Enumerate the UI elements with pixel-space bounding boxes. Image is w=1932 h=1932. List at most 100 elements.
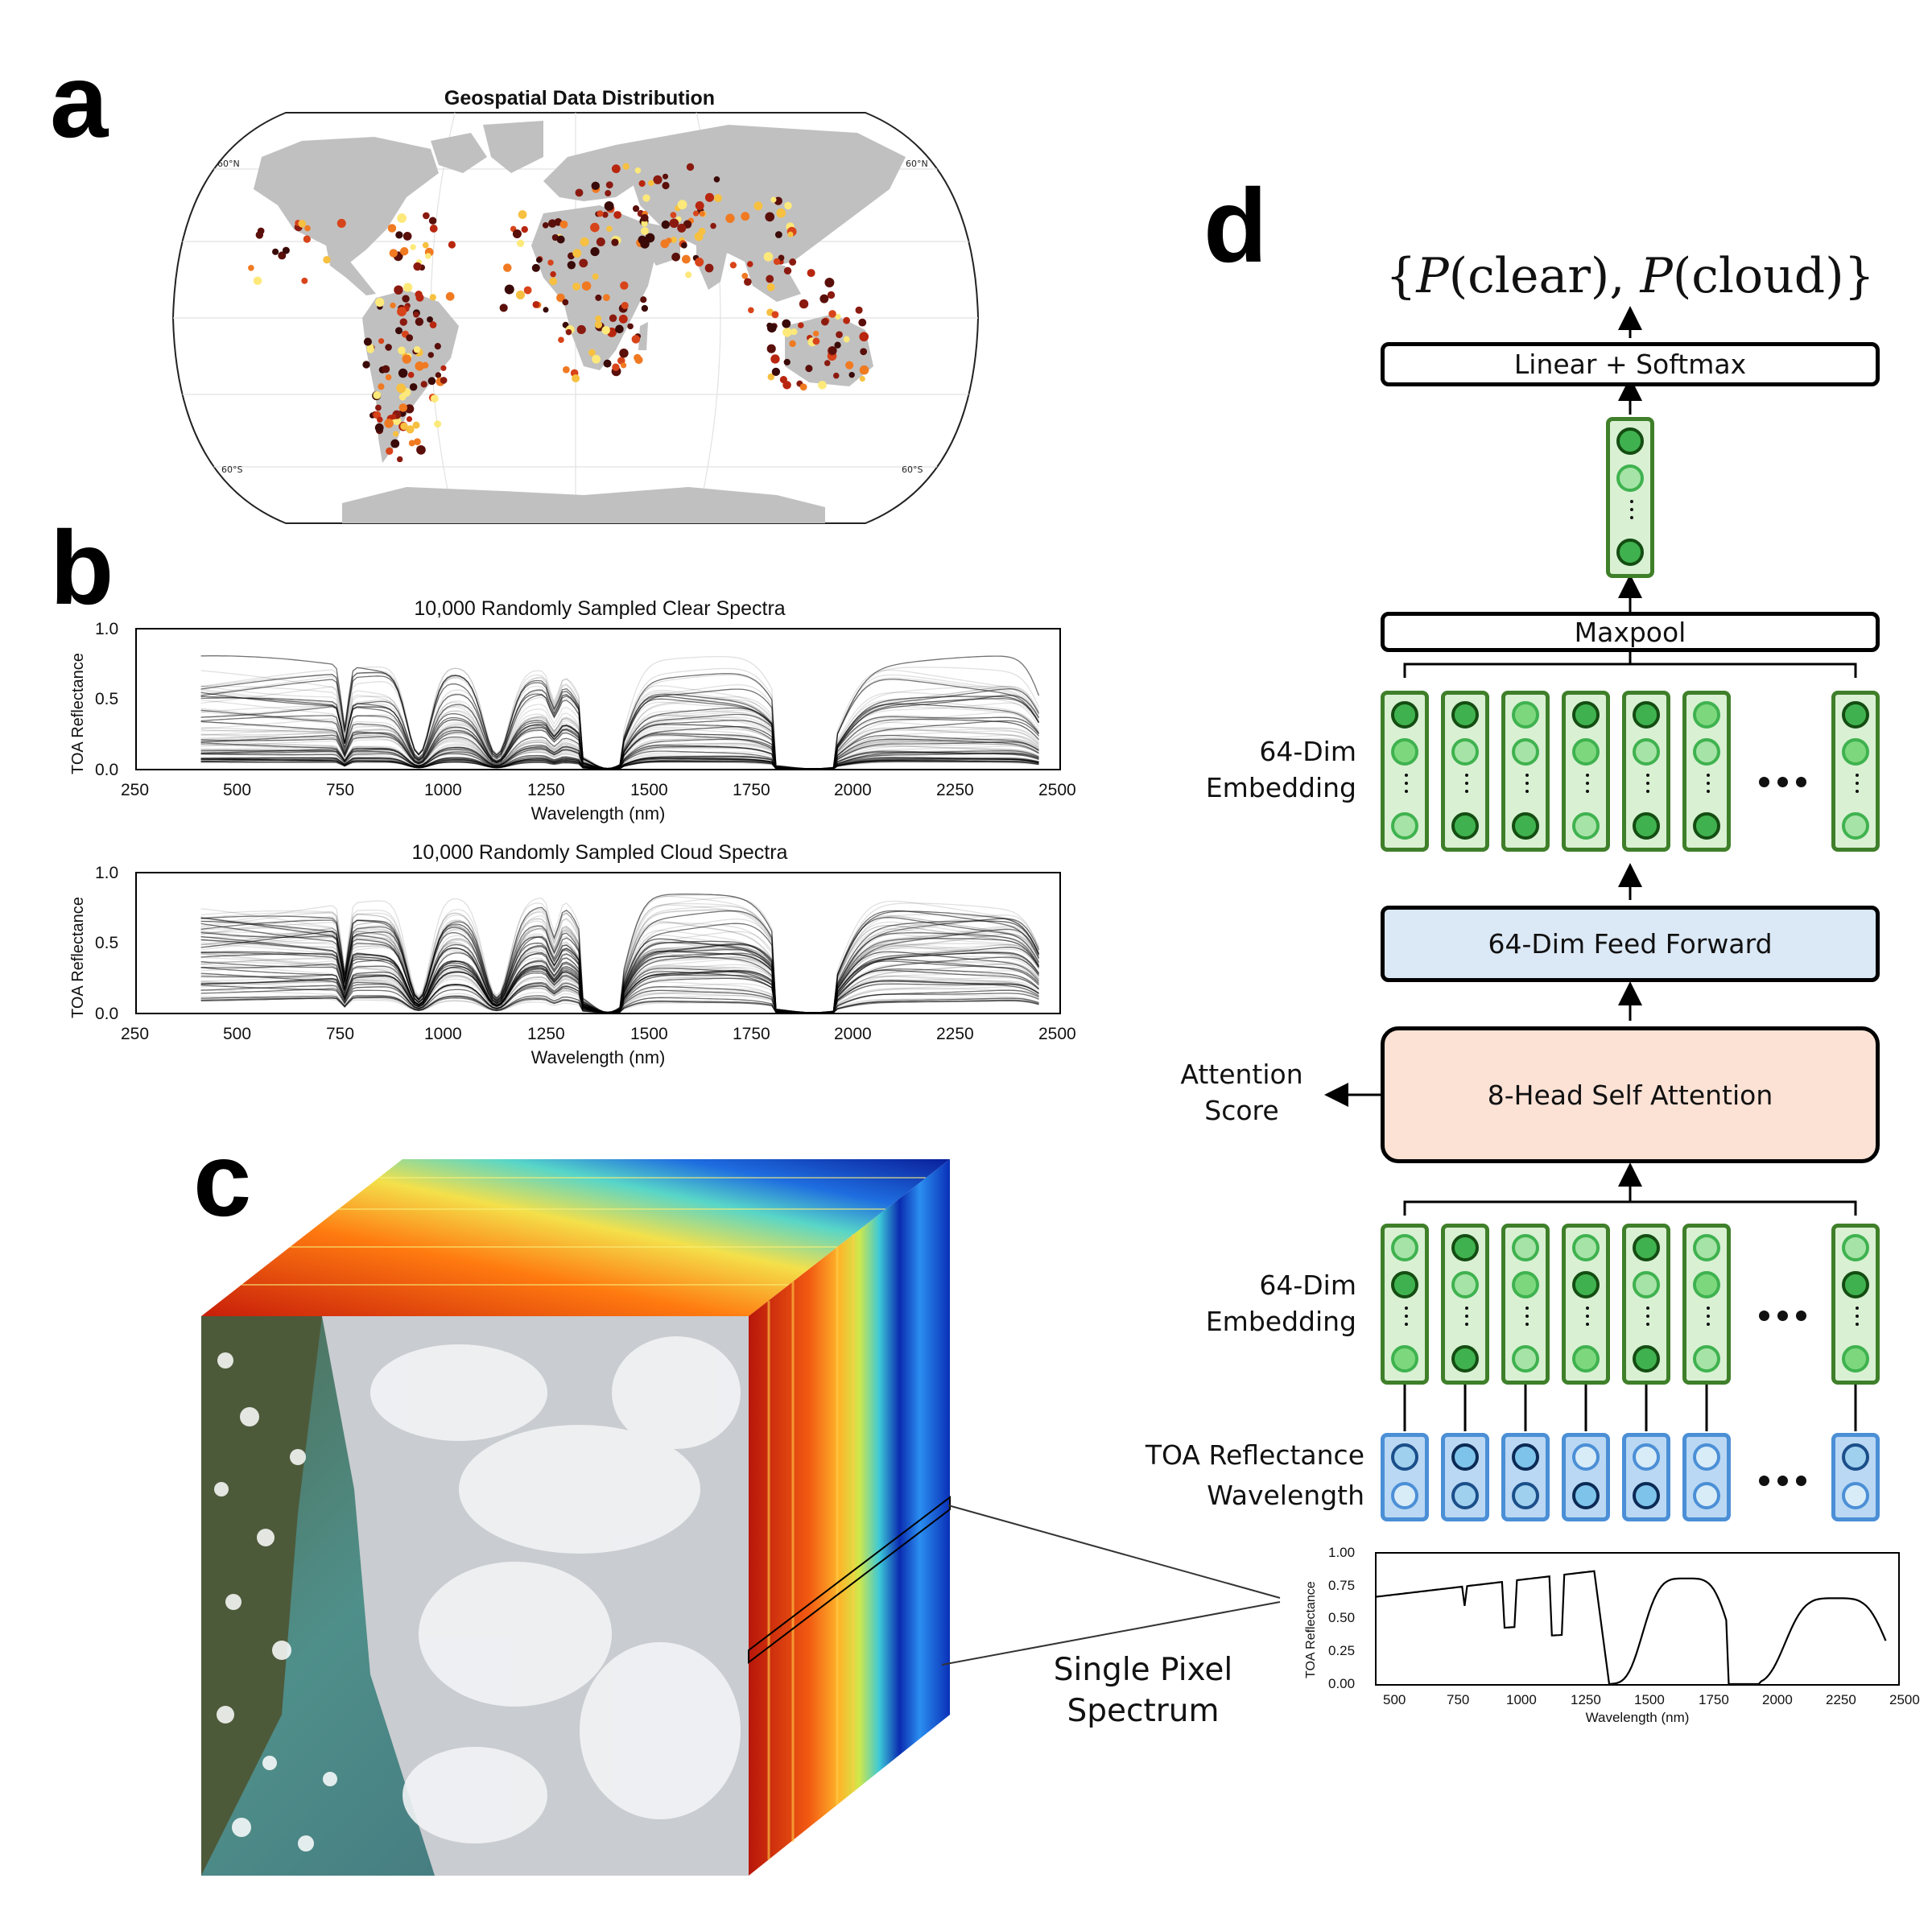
sample-point <box>588 349 596 357</box>
sample-point <box>397 307 407 317</box>
single-pixel-label-line2: Spectrum <box>1067 1692 1220 1729</box>
sample-point <box>363 337 372 346</box>
sample-point <box>595 315 602 322</box>
sample-point <box>523 286 532 295</box>
spectrum-trace <box>200 708 1039 770</box>
embedding-vector <box>1622 691 1670 852</box>
sample-point <box>429 225 438 233</box>
sample-point <box>390 414 397 420</box>
sample-point <box>681 242 687 249</box>
cloud-xtick: 2000 <box>834 1025 872 1043</box>
sample-point <box>562 365 570 374</box>
spectrum-trace <box>200 920 1040 1013</box>
spectrum-trace <box>200 920 1040 1013</box>
sample-point <box>828 310 836 318</box>
sample-point <box>799 299 809 309</box>
sample-point <box>766 344 776 353</box>
cloud-ytick-1: 1.0 <box>95 864 119 882</box>
spectrum-trace <box>200 912 1040 1013</box>
sample-point <box>773 258 781 266</box>
sample-point <box>782 381 791 390</box>
sample-point <box>298 220 307 228</box>
sample-point <box>741 272 749 279</box>
sample-point <box>386 447 394 456</box>
spectrum-trace <box>200 952 1040 1013</box>
sample-point <box>414 438 421 446</box>
pixel-plot-xlabel: Wavelength (nm) <box>1585 1710 1690 1725</box>
sample-point <box>818 381 827 390</box>
sample-point <box>820 318 829 326</box>
embedding-unit <box>1693 812 1720 840</box>
output-p1: P <box>1416 248 1449 304</box>
sample-point <box>301 277 308 284</box>
spectrum-trace <box>200 993 1039 1013</box>
sample-point <box>427 316 433 323</box>
cloud-spectra-plot <box>135 872 1061 1014</box>
sample-point <box>704 192 715 202</box>
input-value <box>1842 1443 1869 1471</box>
embedding-unit <box>1633 1345 1660 1373</box>
input-value <box>1693 1482 1720 1509</box>
spectrum-trace <box>200 976 1039 1013</box>
sample-point <box>827 291 836 299</box>
sample-point <box>532 300 540 308</box>
cloud-spectra-xlabel: Wavelength (nm) <box>530 1047 666 1067</box>
sample-point <box>395 327 402 335</box>
sample-point <box>406 334 414 342</box>
spectrum-trace <box>200 904 1040 1013</box>
sample-point <box>429 294 436 301</box>
pixel-xtick: 500 <box>1383 1692 1406 1707</box>
world-map: 60°N 60°N 60°S 60°S <box>171 112 980 524</box>
linear-softmax-block: Linear + Softmax <box>1381 342 1880 386</box>
sample-point <box>580 237 589 246</box>
sample-point <box>336 218 346 228</box>
embedding-unit <box>1572 1271 1600 1298</box>
input-value <box>1391 1482 1418 1509</box>
sample-point <box>398 346 406 355</box>
embedding-vector <box>1501 1224 1550 1385</box>
spectrum-trace <box>200 976 1039 1013</box>
embedding-unit <box>1842 738 1869 766</box>
sample-point <box>645 233 655 243</box>
spectrum-trace <box>200 667 1040 770</box>
input-token <box>1682 1433 1731 1521</box>
sample-point <box>398 368 408 378</box>
input-value <box>1391 1443 1418 1471</box>
lat-label-s-right: 60°S <box>902 464 923 475</box>
cloud-spectra-title: 10,000 Randomly Sampled Cloud Spectra <box>411 841 788 864</box>
sample-point <box>710 222 716 229</box>
sample-point <box>812 337 820 345</box>
sample-point <box>753 201 763 211</box>
clear-xtick: 2250 <box>936 781 974 799</box>
sample-point <box>845 361 854 369</box>
pixel-spectrum-line <box>1375 1570 1887 1686</box>
sample-point <box>622 163 630 170</box>
sample-point <box>619 348 629 358</box>
spectrum-trace <box>200 956 1039 1013</box>
lat-label-n-right: 60°N <box>906 159 928 169</box>
spectrum-trace <box>200 726 1039 770</box>
horizontal-ellipsis <box>1759 777 1806 787</box>
sample-point <box>384 419 394 428</box>
spectrum-trace <box>200 758 1039 770</box>
spectrum-trace <box>200 997 1039 1013</box>
embedding-unit <box>1512 1234 1539 1261</box>
sample-point <box>638 180 646 188</box>
vertical-ellipsis <box>1646 1307 1649 1331</box>
embedding-unit <box>1451 701 1479 729</box>
sample-point <box>660 239 670 249</box>
sample-point <box>704 263 714 273</box>
sample-point <box>425 253 431 259</box>
sample-point <box>430 394 439 403</box>
sample-point <box>807 269 815 278</box>
sample-point <box>601 326 610 335</box>
spectrum-trace <box>200 902 1040 1013</box>
spectrum-trace <box>200 705 1040 770</box>
sample-point <box>382 365 390 374</box>
sample-point <box>396 383 407 394</box>
sample-point <box>390 302 396 309</box>
sample-point <box>572 249 582 258</box>
pixel-xtick: 1000 <box>1506 1692 1537 1707</box>
cloud-xtick: 500 <box>223 1025 252 1043</box>
sample-point <box>503 263 512 272</box>
